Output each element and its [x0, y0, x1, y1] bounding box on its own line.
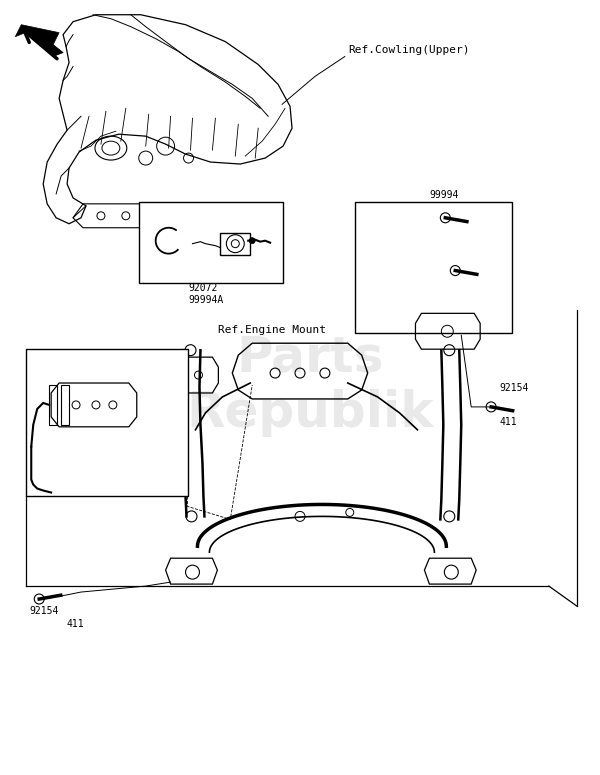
Circle shape — [249, 238, 255, 243]
Text: 92072: 92072 — [188, 284, 218, 294]
Text: 92154: 92154 — [29, 606, 59, 616]
Text: 55020: 55020 — [76, 370, 106, 380]
Text: 411: 411 — [66, 619, 84, 629]
Text: 99994A: 99994A — [188, 295, 224, 305]
Bar — [220, 232, 250, 255]
Text: Ref.Engine Mount: Ref.Engine Mount — [218, 326, 326, 336]
Bar — [49, 385, 57, 425]
Text: 92153: 92153 — [457, 257, 487, 267]
Bar — [355, 202, 512, 333]
Text: 92153: 92153 — [31, 445, 61, 455]
Text: 411: 411 — [56, 432, 74, 443]
Text: Parts
Republik: Parts Republik — [186, 333, 434, 437]
Text: 92154: 92154 — [499, 383, 529, 393]
Text: 99994: 99994 — [430, 190, 459, 200]
Bar — [26, 350, 188, 497]
Polygon shape — [16, 25, 63, 57]
Bar — [139, 202, 283, 284]
Text: 411: 411 — [445, 204, 462, 214]
Bar — [61, 385, 69, 425]
Text: 411: 411 — [499, 417, 517, 427]
Text: 55020A: 55020A — [360, 238, 395, 248]
Text: Ref.Cowling(Upper): Ref.Cowling(Upper) — [348, 44, 469, 54]
